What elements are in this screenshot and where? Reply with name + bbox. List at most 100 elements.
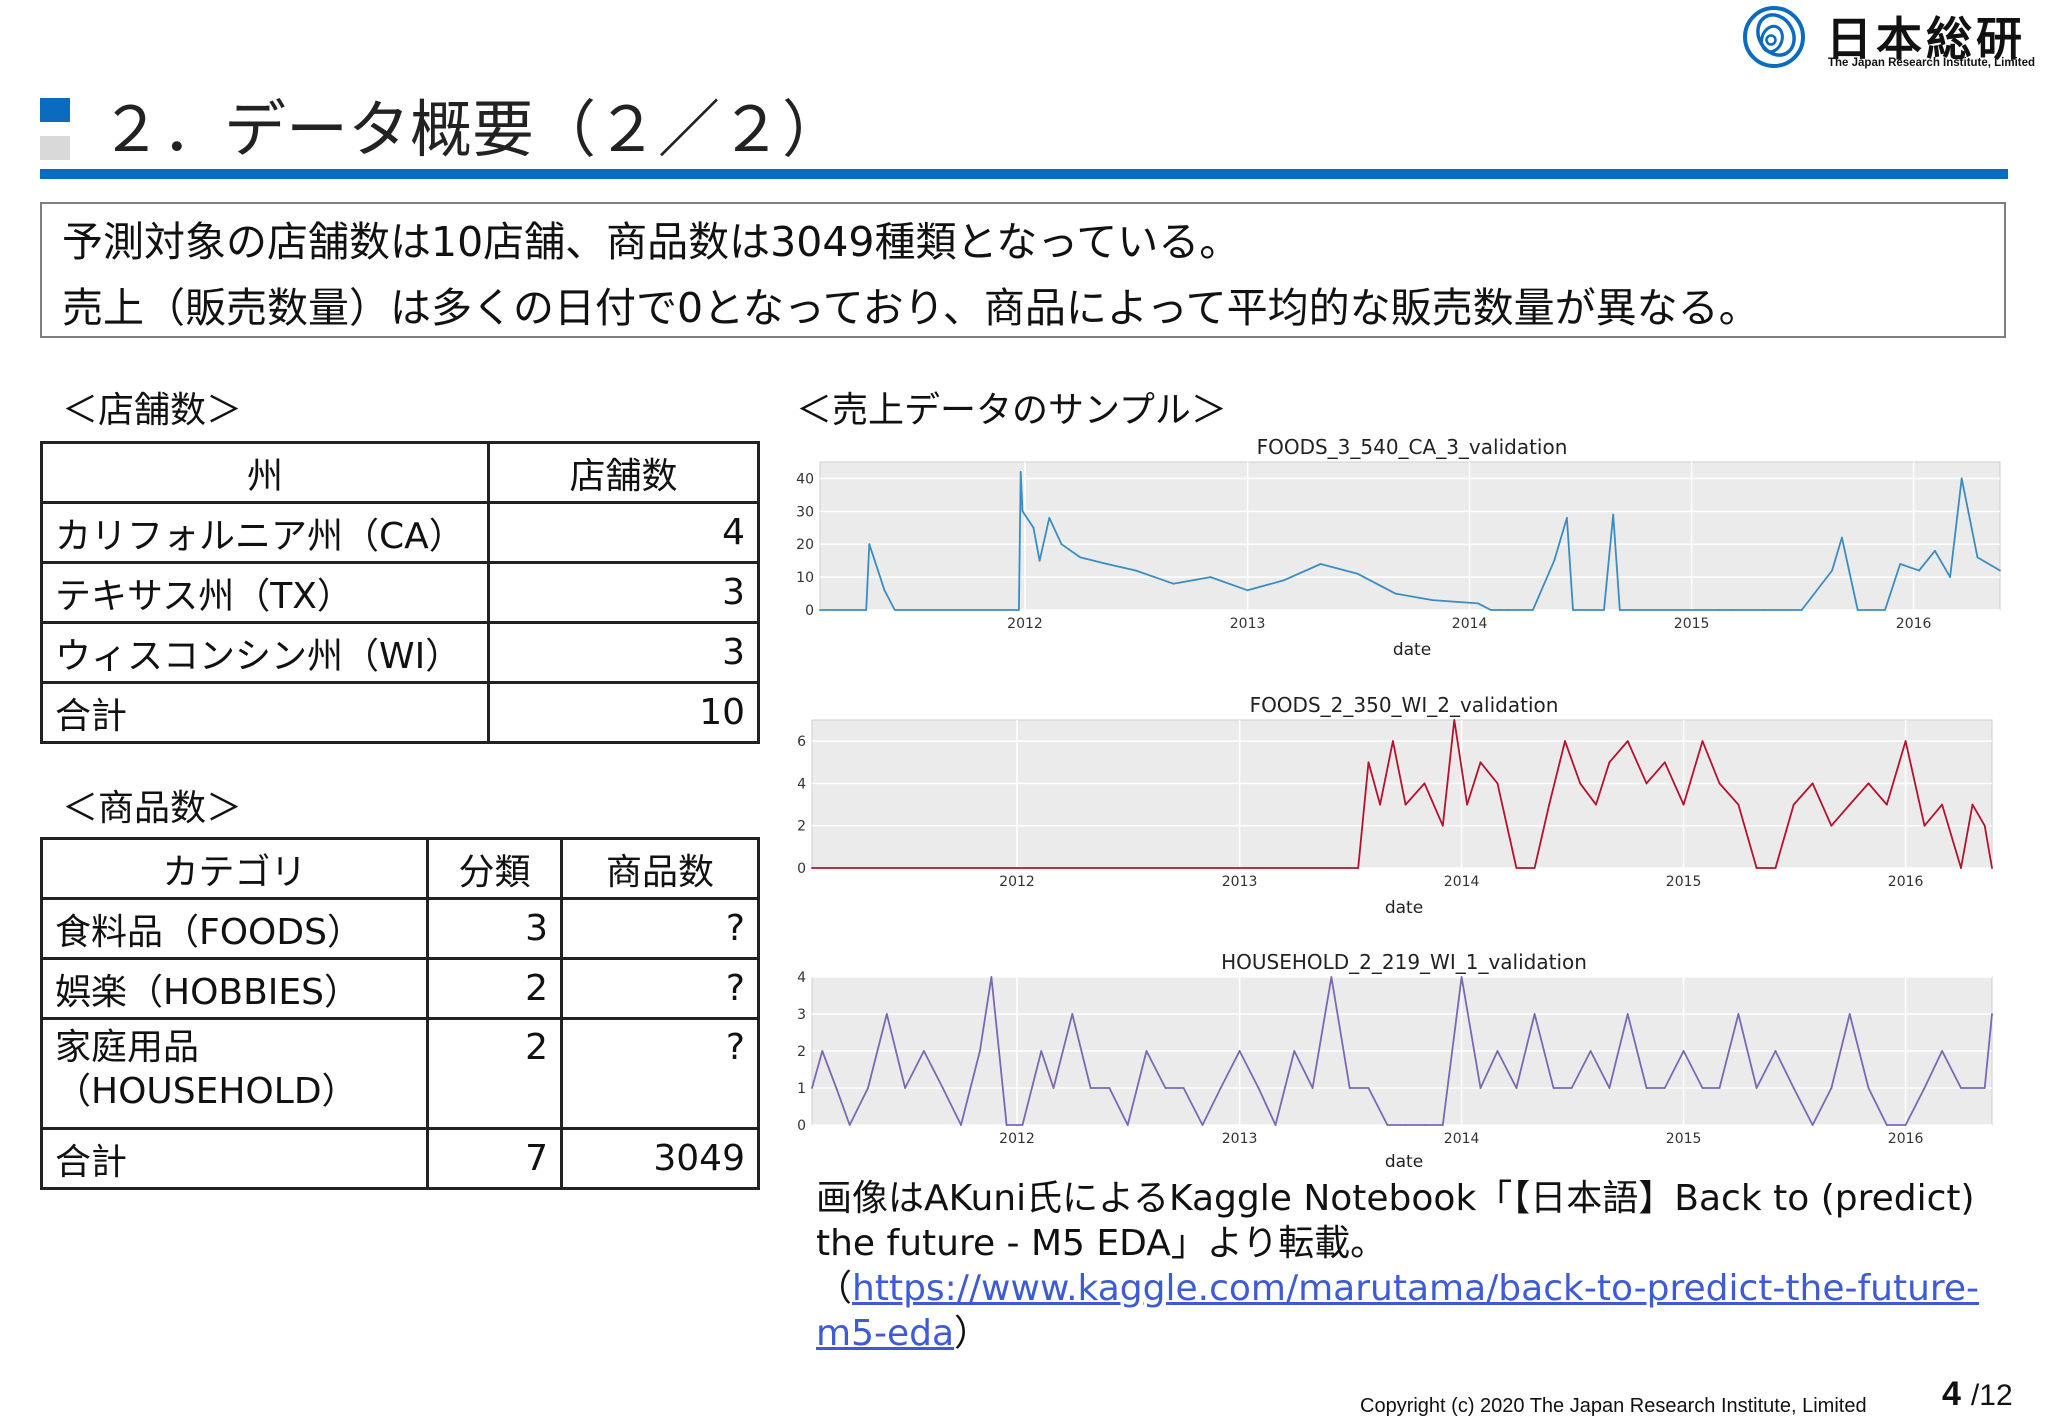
data-point (941, 1087, 944, 1089)
data-point (1079, 556, 1082, 559)
data-point (1238, 1050, 1241, 1052)
sales-chart-2: FOODS_2_350_WI_2_validation date 2012 201… (797, 693, 1993, 918)
data-point (1608, 1087, 1611, 1089)
credit-open-paren: （ (816, 1268, 853, 1309)
x-tick-label: 2014 (1452, 616, 1488, 632)
data-point (1460, 976, 1463, 978)
data-point (1394, 592, 1397, 595)
summary-line-1: 予測対象の店舗数は10店舗、商品数は3049種類となっている。 (62, 218, 1241, 266)
kaggle-notebook-link[interactable]: https://www.kaggle.com/marutama/back-to-… (816, 1268, 1980, 1354)
data-point (1431, 599, 1434, 601)
chart-title: HOUSEHOLD_2_219_WI_1_validation (1221, 950, 1587, 974)
data-point (1379, 803, 1381, 806)
table-row: 合計 7 3049 (40, 1127, 760, 1190)
data-point (1246, 589, 1249, 592)
data-point (1934, 549, 1936, 552)
data-point (1453, 719, 1456, 721)
data-point (1552, 1087, 1555, 1089)
x-tick-label: 2015 (1674, 616, 1710, 632)
title-marker-gray (40, 136, 70, 160)
data-point (1532, 609, 1534, 611)
data-point (848, 1124, 851, 1126)
table-cell: ? (560, 1017, 760, 1130)
data-point (1490, 609, 1492, 611)
data-point (1885, 1124, 1888, 1126)
current-page: 4 (1942, 1375, 1961, 1413)
data-point (1645, 782, 1648, 785)
data-point (990, 976, 993, 978)
x-tick-label: 2012 (1007, 616, 1043, 632)
table-cell: 3 (487, 561, 760, 624)
data-point (1319, 563, 1322, 565)
data-point (1423, 1124, 1426, 1126)
y-tick-label: 40 (796, 471, 814, 487)
y-tick-label: 4 (797, 776, 806, 792)
data-point (1603, 609, 1605, 611)
data-point (1570, 1087, 1573, 1089)
table-cell: 2 (426, 1017, 563, 1130)
data-point (1976, 556, 1979, 559)
data-point (1737, 803, 1740, 806)
data-point (1960, 1087, 1962, 1089)
data-point (1867, 1087, 1870, 1089)
stores-heading: ＜店舗数＞ (62, 390, 243, 431)
data-point (1441, 1124, 1444, 1126)
x-tick-label: 2013 (1230, 616, 1266, 632)
data-point (1052, 1087, 1055, 1089)
data-point (1032, 526, 1035, 529)
data-point (1404, 803, 1407, 806)
data-point (1811, 782, 1814, 785)
table-cell: 3049 (560, 1127, 760, 1190)
data-point (1172, 582, 1175, 585)
data-point (1311, 1087, 1314, 1089)
data-point (1923, 1087, 1926, 1089)
chart-title: FOODS_2_350_WI_2_validation (1250, 693, 1559, 717)
summary-line-2: 売上（販売数量）は多くの日付で0となっており、商品によって平均的な販売数量が異な… (62, 284, 1760, 332)
data-point (1564, 740, 1566, 742)
data-point (1106, 563, 1108, 565)
data-point (1595, 803, 1597, 806)
table-cell: 4 (487, 501, 760, 564)
table-cell: 家庭用品 （HOUSEHOLD） (40, 1017, 429, 1130)
data-point (1392, 740, 1394, 742)
data-point (867, 1087, 869, 1089)
data-point (1971, 803, 1974, 806)
data-point (1589, 1050, 1592, 1052)
table-cell: 合計 (40, 681, 490, 744)
table-row: 家庭用品 （HOUSEHOLD） 2 ? (40, 1017, 760, 1130)
stores-table: 州 店舗数 カリフォルニア州（CA） 4 テキサス州（TX） 3 ウィスコンシン… (40, 441, 760, 744)
data-point (1496, 1050, 1499, 1052)
data-point (1608, 761, 1611, 764)
data-point (1612, 513, 1615, 516)
data-point (1682, 1050, 1685, 1052)
data-point (1831, 569, 1833, 572)
data-point (1904, 740, 1907, 742)
data-point (1441, 824, 1444, 827)
data-point (1356, 572, 1359, 575)
data-point (1282, 579, 1285, 582)
data-point (1164, 1087, 1167, 1089)
data-point (1841, 536, 1843, 539)
summary-box: 予測対象の店舗数は10店舗、商品数は3049種類となっている。 売上（販売数量）… (40, 202, 2006, 338)
data-point (819, 609, 821, 611)
data-point (1367, 761, 1370, 764)
plot-area (819, 461, 2001, 611)
data-point (1923, 824, 1926, 827)
data-point (1038, 559, 1041, 562)
table-cell: 7 (426, 1127, 563, 1190)
data-point (1048, 517, 1051, 519)
data-point (1755, 1087, 1758, 1089)
column-header: 商品数 (560, 837, 760, 900)
column-header: カテゴリ (40, 837, 429, 900)
total-pages: /12 (1970, 1379, 2013, 1412)
table-cell: 食料品（FOODS） (40, 897, 429, 960)
data-point (811, 1087, 813, 1089)
y-tick-label: 10 (796, 570, 814, 586)
data-point (1960, 477, 1963, 480)
data-point (1848, 803, 1851, 806)
data-point (1774, 1050, 1777, 1052)
data-point (1533, 867, 1536, 869)
y-tick-label: 1 (797, 1081, 806, 1097)
data-point (1718, 1087, 1721, 1089)
data-point (1357, 867, 1360, 869)
